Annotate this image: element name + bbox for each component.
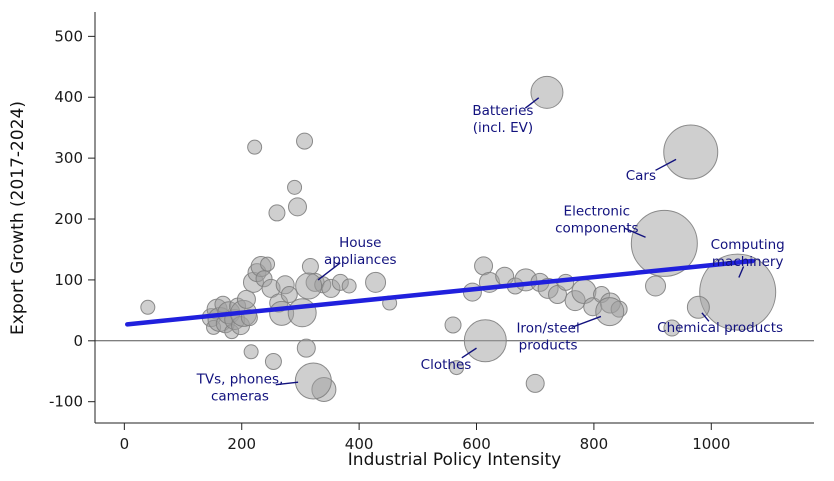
x-tick-label: 400 [345, 435, 374, 453]
y-tick-label: 400 [54, 88, 83, 106]
bubble [296, 338, 316, 358]
annotation-pointer-chemical-products [701, 312, 710, 322]
annotation-pointer-computing-machinery [738, 266, 745, 278]
bubble [341, 278, 357, 294]
y-tick-label: 300 [54, 149, 83, 167]
annotation-label-batteries: Batteries [472, 103, 533, 119]
annotation-label-clothes: Clothes [421, 357, 472, 373]
bubble [280, 286, 298, 304]
bubble-cars [663, 124, 719, 180]
annotation-pointer-tvs-phones-cameras [275, 381, 299, 386]
annotation-label-computing-machinery: Computing [711, 237, 785, 253]
y-tick-label: 500 [54, 27, 83, 45]
annotation-pointer-house-appliances [317, 262, 341, 281]
bubble-chemical-products [686, 295, 710, 319]
bubble [548, 285, 568, 305]
annotation-pointer-clothes [461, 347, 477, 359]
annotation-pointer-cars [655, 158, 677, 171]
bubble [449, 360, 465, 376]
y-tick-label: -100 [49, 393, 83, 411]
annotation-label-cars: Cars [626, 168, 656, 184]
annotation-label-tvs-phones-cameras: TVs, phones, [196, 372, 284, 388]
x-tick-label: 1000 [692, 435, 730, 453]
bubble [663, 319, 681, 337]
annotation-pointer-electronic-components [624, 227, 646, 238]
annotation-label-house-appliances: appliances [324, 252, 397, 268]
bubble [287, 298, 317, 328]
annotation-label-chemical-products: Chemical products [657, 320, 783, 336]
bubble [301, 258, 319, 276]
x-tick-label: 600 [462, 435, 491, 453]
bubble [140, 299, 156, 315]
bubble-clothes [463, 319, 507, 363]
annotation-pointer-iron-steel-products [571, 315, 602, 329]
x-tick-label: 800 [580, 435, 609, 453]
x-tick-label: 200 [227, 435, 256, 453]
bubble [525, 373, 545, 393]
bubble-computing-machinery [699, 253, 777, 331]
bubble-batteries [530, 75, 564, 109]
bubble-electronic-components [630, 209, 698, 277]
bubble-house-appliances [295, 272, 323, 300]
y-tick-label: 0 [73, 332, 83, 350]
annotation-label-computing-machinery: machinery [712, 254, 784, 270]
annotation-label-electronic-components: components [555, 221, 638, 237]
annotation-label-tvs-phones-cameras: cameras [211, 389, 269, 405]
y-axis-title: Export Growth (2017-2024) [8, 101, 28, 335]
trend-line [125, 258, 755, 327]
annotation-label-batteries: (incl. EV) [473, 120, 533, 136]
annotation-label-electronic-components: Electronic [564, 204, 631, 220]
x-tick-label: 0 [120, 435, 130, 453]
annotation-label-house-appliances: House [339, 235, 381, 251]
annotation-pointer-batteries [524, 97, 540, 109]
bubble-iron-steel-products [595, 297, 625, 327]
y-tick-label: 200 [54, 210, 83, 228]
bubble [243, 344, 259, 360]
bubble [268, 204, 286, 222]
x-axis-title: Industrial Policy Intensity [347, 450, 562, 470]
bubble-tvs-phones-cameras [294, 362, 332, 400]
y-tick-label: 100 [54, 271, 83, 289]
bubble [247, 139, 263, 155]
annotation-label-iron-steel-products: products [519, 337, 578, 353]
bubble [645, 275, 667, 297]
bubble [236, 289, 256, 309]
bubble [264, 353, 282, 371]
bubble [287, 179, 303, 195]
bubble [296, 132, 314, 150]
bubble [365, 271, 387, 293]
bubble [260, 256, 276, 272]
annotation-label-iron-steel-products: Iron/steel [516, 320, 579, 336]
bubble [444, 316, 462, 334]
bubble [287, 197, 307, 217]
